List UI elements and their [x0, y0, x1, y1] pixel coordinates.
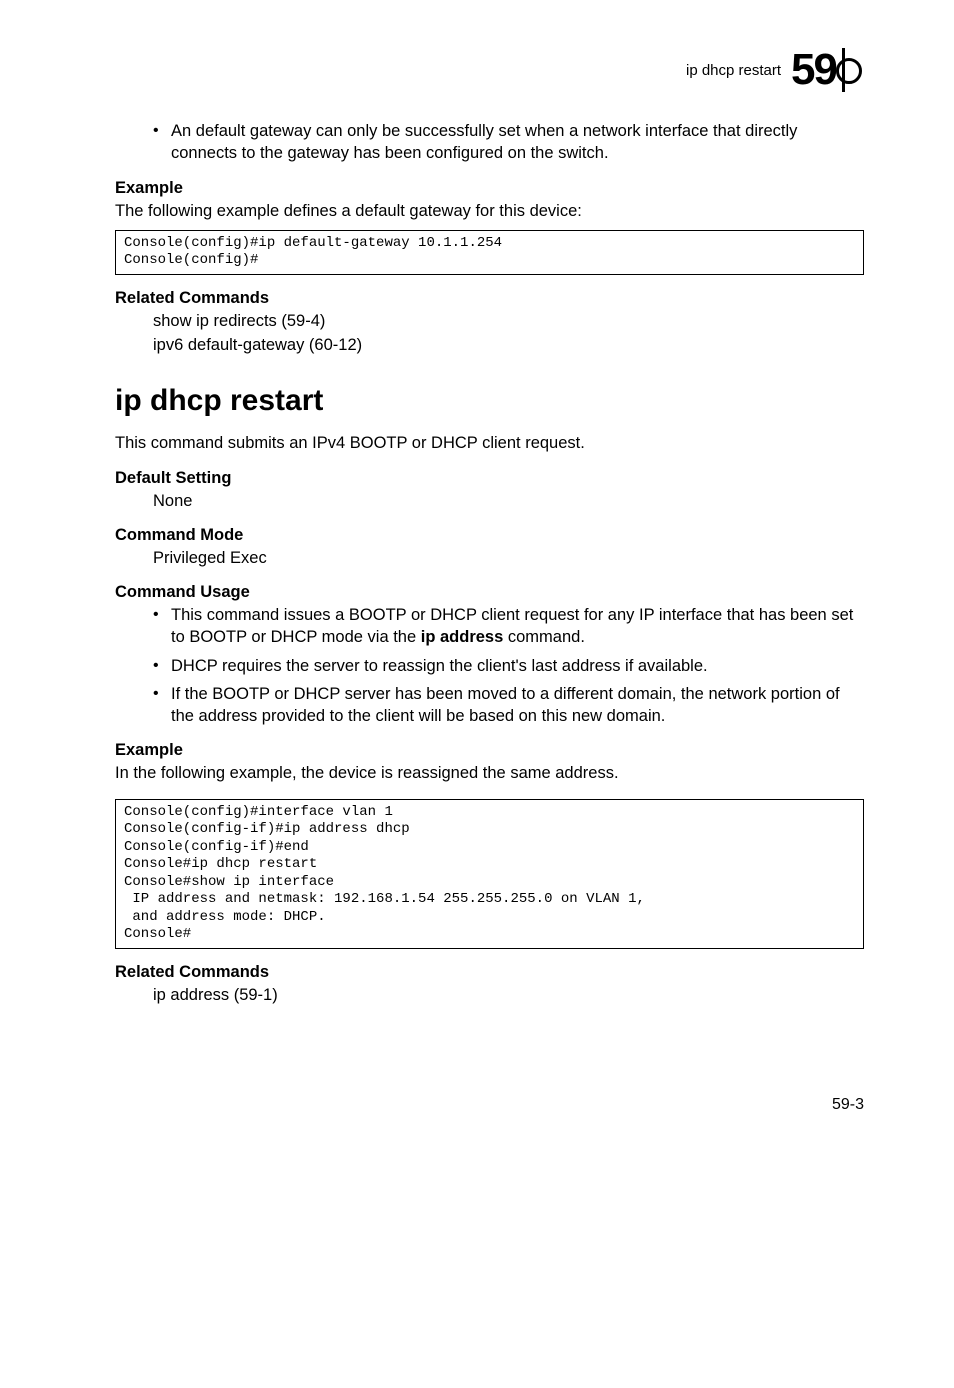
example1-code: Console(config)#ip default-gateway 10.1.…	[115, 230, 864, 275]
related1-heading: Related Commands	[115, 289, 864, 308]
usage-bullet-1: This command issues a BOOTP or DHCP clie…	[171, 604, 864, 649]
command-title: ip dhcp restart	[115, 384, 864, 418]
default-setting-value: None	[153, 490, 864, 512]
example1-heading: Example	[115, 179, 864, 198]
example2-code: Console(config)#interface vlan 1 Console…	[115, 799, 864, 949]
usage-bullet-2: DHCP requires the server to reassign the…	[171, 655, 864, 677]
example2-heading: Example	[115, 741, 864, 760]
example1-intro: The following example defines a default …	[115, 200, 864, 222]
chapter-number: 59	[791, 48, 836, 92]
command-usage-list: This command issues a BOOTP or DHCP clie…	[115, 604, 864, 727]
command-usage-heading: Command Usage	[115, 583, 864, 602]
related2-heading: Related Commands	[115, 963, 864, 982]
related1-line1: show ip redirects (59-4)	[153, 310, 864, 332]
command-mode-value: Privileged Exec	[153, 547, 864, 569]
top-bullet-item: An default gateway can only be successfu…	[171, 120, 864, 165]
command-mode-heading: Command Mode	[115, 526, 864, 545]
related1-line2: ipv6 default-gateway (60-12)	[153, 334, 864, 356]
chapter-decor-icon	[842, 48, 864, 92]
page-footer: 59-3	[115, 1096, 864, 1114]
related2-line1: ip address (59-1)	[153, 984, 864, 1006]
page-header: ip dhcp restart 59	[115, 48, 864, 92]
default-setting-heading: Default Setting	[115, 469, 864, 488]
usage-bullet-3: If the BOOTP or DHCP server has been mov…	[171, 683, 864, 728]
example2-intro: In the following example, the device is …	[115, 762, 864, 784]
running-title: ip dhcp restart	[686, 62, 781, 79]
top-bullet-list: An default gateway can only be successfu…	[115, 120, 864, 165]
title-description: This command submits an IPv4 BOOTP or DH…	[115, 432, 864, 454]
usage-b1-bold: ip address	[421, 628, 504, 646]
usage-b1-post: command.	[503, 628, 585, 646]
